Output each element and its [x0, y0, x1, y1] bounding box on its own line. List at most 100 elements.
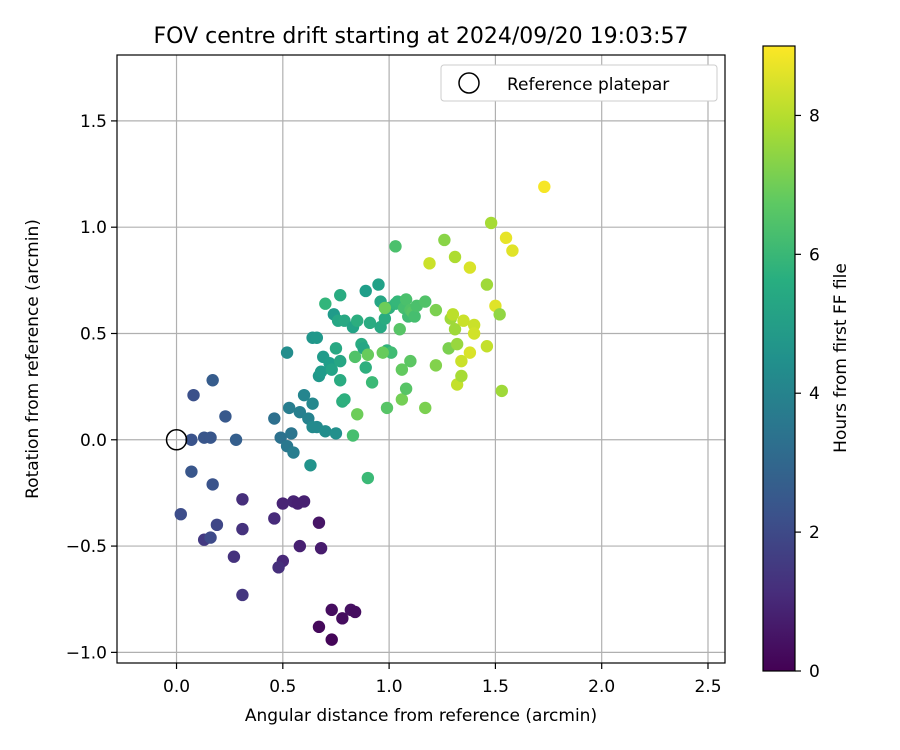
data-point [378, 301, 392, 315]
data-point [361, 471, 375, 485]
plot-frame [116, 54, 726, 664]
data-point [334, 354, 347, 368]
y-tick-label: 1.5 [80, 112, 107, 132]
data-point [346, 429, 360, 442]
data-point [204, 431, 217, 444]
data-point [395, 393, 409, 406]
data-point [206, 478, 219, 491]
data-point [419, 401, 432, 415]
legend-box [440, 64, 718, 102]
data-point [393, 323, 406, 336]
data-point [325, 633, 338, 646]
data-point [404, 354, 417, 368]
data-point [455, 369, 468, 383]
data-point [467, 327, 481, 340]
data-point [480, 278, 494, 291]
x-tick-label: 0.5 [269, 677, 296, 697]
data-point [399, 293, 413, 306]
data-point [306, 397, 319, 410]
colorbar-tick-label: 0 [809, 662, 820, 682]
y-tick-label: −1.0 [66, 643, 107, 663]
colorbar-tick-label: 4 [809, 384, 820, 404]
data-point [438, 233, 451, 247]
data-point [419, 295, 432, 308]
data-point [319, 297, 332, 310]
data-point [314, 542, 328, 555]
data-point [268, 412, 281, 425]
data-point [338, 393, 351, 406]
data-point [351, 408, 364, 421]
data-point [359, 284, 372, 298]
colorbar-ticks: 0 2 4 6 8 [795, 106, 820, 682]
colorbar-label: Hours from first FF file [831, 263, 851, 453]
data-point [314, 365, 328, 378]
data-point [236, 588, 249, 602]
colorbar-gradient [762, 45, 796, 672]
y-tick-label: 0.0 [80, 431, 107, 451]
legend: Reference platepar [440, 64, 718, 102]
data-point [325, 363, 338, 376]
data-point [448, 250, 462, 264]
data-point [236, 493, 249, 506]
y-tick-label: −0.5 [66, 537, 107, 557]
data-point [348, 350, 362, 364]
data-point [236, 522, 249, 536]
data-point [227, 550, 241, 563]
y-tick-label: 0.5 [80, 324, 107, 344]
colorbar-tick-label: 8 [809, 106, 820, 126]
data-point [329, 342, 343, 355]
x-axis: 0.0 0.5 1.0 1.5 2.0 2.5 [163, 663, 722, 697]
data-point [365, 376, 379, 389]
x-tick-label: 1.5 [482, 677, 509, 697]
data-point [272, 561, 285, 574]
data-point [329, 427, 343, 440]
data-point [361, 348, 375, 361]
legend-entry-reference-platepar: Reference platepar [507, 75, 669, 95]
data-point [467, 318, 481, 332]
data-point [287, 446, 300, 459]
data-point [293, 405, 307, 419]
data-point [229, 433, 243, 446]
data-point [297, 495, 311, 508]
data-point [334, 374, 347, 387]
data-point [297, 388, 311, 402]
data-point [185, 465, 198, 478]
data-point [338, 314, 351, 327]
data-point [276, 497, 290, 510]
data-point [448, 323, 462, 336]
data-point [385, 346, 398, 359]
data-point [495, 384, 508, 398]
reference-platepar-marker [165, 429, 188, 451]
x-tick-label: 2.5 [694, 677, 721, 697]
x-tick-label: 2.0 [588, 677, 615, 697]
data-point [285, 427, 298, 440]
data-point [274, 431, 287, 444]
data-point [219, 410, 232, 423]
data-point [399, 382, 413, 395]
data-point [174, 507, 187, 521]
legend-marker-icon [458, 72, 480, 94]
data-point [429, 303, 443, 317]
data-point [389, 240, 402, 253]
y-axis: −1.0 −0.5 0.0 0.5 1.0 1.5 [66, 112, 117, 663]
data-point [446, 308, 460, 321]
data-point [304, 459, 317, 472]
data-point [408, 310, 421, 323]
data-point [351, 314, 364, 327]
data-point [280, 346, 294, 359]
y-axis-label: Rotation from reference (arcmin) [23, 219, 43, 499]
data-point [210, 518, 224, 532]
data-point [457, 314, 470, 327]
data-point [395, 363, 409, 376]
data-point [450, 337, 464, 351]
data-point [506, 244, 519, 257]
data-point [484, 216, 498, 230]
data-point [348, 605, 362, 619]
data-point [310, 331, 324, 344]
data-point [312, 620, 326, 634]
data-point [293, 539, 307, 553]
grid [117, 55, 725, 663]
data-point [282, 401, 296, 415]
y-tick-label: 1.0 [80, 218, 107, 238]
